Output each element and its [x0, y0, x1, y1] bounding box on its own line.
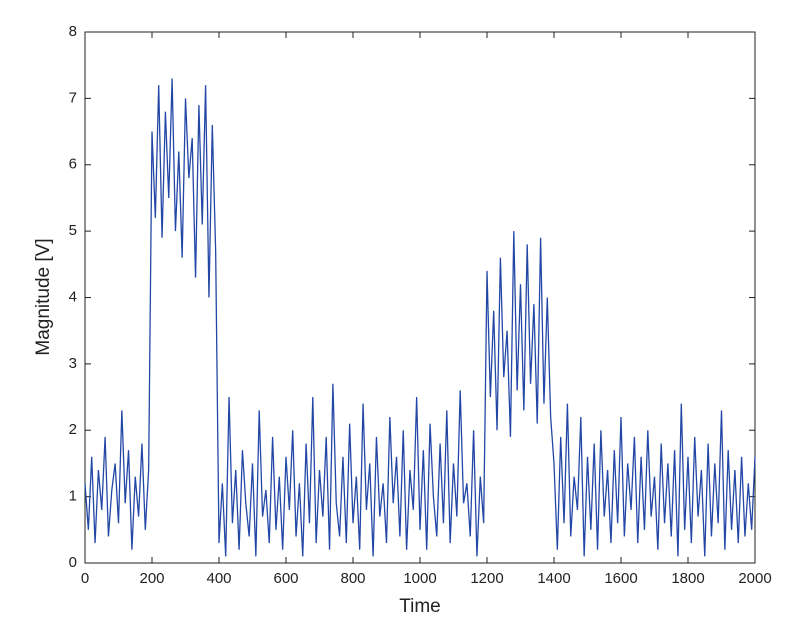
x-tick-label: 1000 [403, 570, 436, 587]
x-tick-label: 0 [81, 570, 89, 587]
y-tick-label: 5 [69, 222, 77, 239]
y-tick-label: 8 [69, 23, 77, 40]
x-tick-label: 1200 [470, 570, 503, 587]
x-tick-label: 600 [273, 570, 298, 587]
x-tick-label: 400 [206, 570, 231, 587]
y-tick-label: 6 [69, 156, 77, 173]
y-tick-label: 7 [69, 89, 77, 106]
x-tick-label: 1400 [537, 570, 570, 587]
x-tick-label: 800 [340, 570, 365, 587]
plot-frame [84, 31, 756, 564]
y-tick-label: 3 [69, 355, 77, 372]
y-axis-label: Magnitude [V] [33, 238, 54, 355]
x-tick-label: 1600 [604, 570, 637, 587]
x-tick-label: 200 [139, 570, 164, 587]
y-tick-label: 4 [69, 288, 77, 305]
x-tick-label: 2000 [738, 570, 771, 587]
x-tick-label: 1800 [671, 570, 704, 587]
y-tick-label: 2 [69, 421, 77, 438]
y-tick-label: 0 [69, 554, 77, 571]
x-axis-label: Time [399, 596, 441, 617]
y-tick-label: 1 [69, 488, 77, 505]
signal-line [84, 78, 756, 557]
